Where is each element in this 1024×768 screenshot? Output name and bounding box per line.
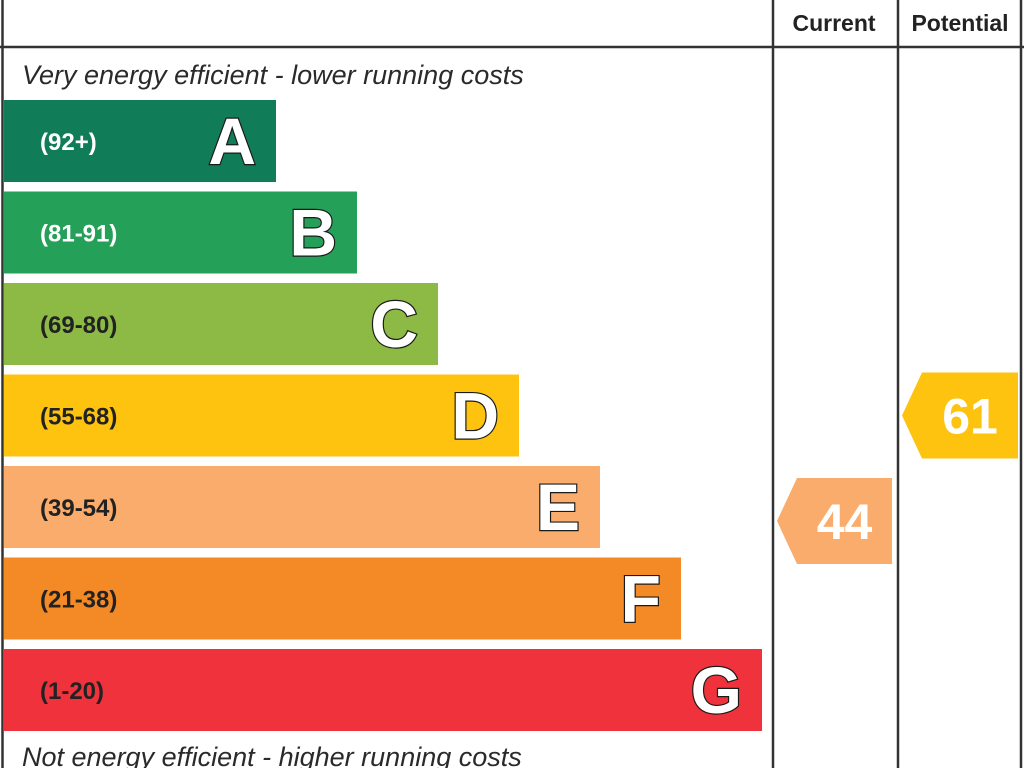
band-a: (92+) A: [4, 100, 276, 182]
potential-rating-value: 61: [942, 389, 998, 445]
band-e-bar: [4, 466, 600, 548]
potential-rating-marker: 61: [902, 372, 1018, 459]
band-c-letter: C: [370, 287, 418, 361]
band-f-bar: [4, 557, 681, 640]
band-c: (69-80) C: [4, 283, 438, 365]
current-rating-arrow: [777, 478, 892, 564]
band-f-letter: F: [621, 562, 661, 636]
band-e: (39-54) E: [4, 466, 600, 548]
band-f: (21-38) F: [4, 557, 681, 640]
band-b-letter: B: [289, 196, 337, 270]
band-g-bar: [4, 649, 762, 731]
band-d: (55-68) D: [4, 374, 519, 457]
band-a-bar: [4, 100, 276, 182]
band-b: (81-91) B: [4, 191, 357, 274]
band-g: (1-20) G: [4, 649, 762, 731]
band-d-bar: [4, 374, 519, 457]
band-g-range-label: (1-20): [40, 678, 104, 705]
band-b-bar: [4, 191, 357, 274]
band-c-range-label: (69-80): [40, 312, 117, 339]
band-a-range-label: (92+): [40, 129, 97, 156]
band-d-range-label: (55-68): [40, 404, 117, 431]
band-c-bar: [4, 283, 438, 365]
rating-markers: 44 61: [777, 372, 1018, 564]
band-e-letter: E: [536, 470, 580, 544]
band-b-range-label: (81-91): [40, 221, 117, 248]
current-rating-marker: 44: [777, 478, 892, 564]
current-rating-value: 44: [817, 494, 873, 550]
band-a-letter: A: [208, 104, 256, 178]
band-d-letter: D: [451, 379, 499, 453]
top-caption: Very energy efficient - lower running co…: [22, 60, 524, 90]
potential-rating-arrow: [902, 372, 1018, 459]
band-g-letter: G: [691, 653, 742, 727]
band-f-range-label: (21-38): [40, 587, 117, 614]
bottom-caption: Not energy efficient - higher running co…: [22, 742, 522, 768]
rating-bands: (92+) A (81-91) B (69-80) C (55-68) D (39-54) E (2…: [4, 100, 762, 731]
potential-column-header: Potential: [911, 10, 1008, 36]
current-column-header: Current: [792, 10, 875, 36]
band-e-range-label: (39-54): [40, 495, 117, 522]
